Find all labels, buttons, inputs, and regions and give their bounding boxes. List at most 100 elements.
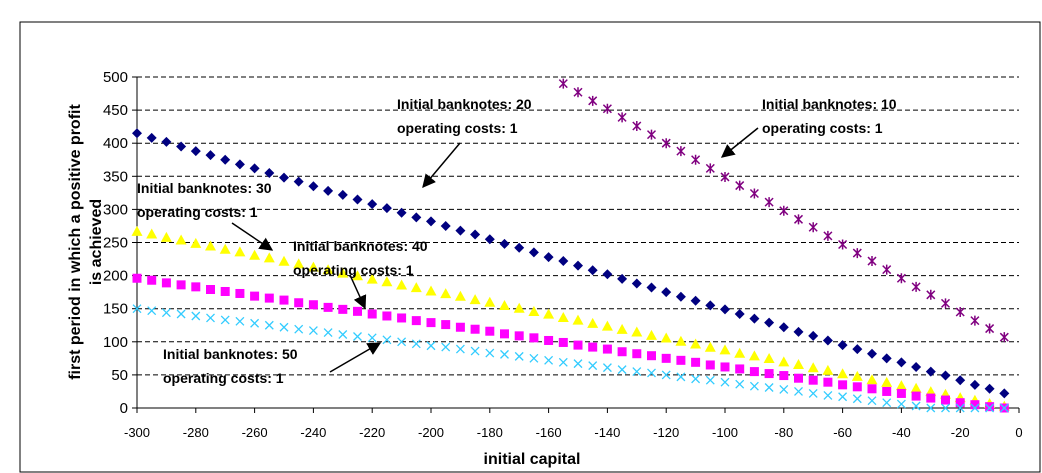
annotation-arrow [329,342,382,373]
point [323,302,333,312]
y-tick-label: 250 [103,235,128,252]
annotation-arrow [720,127,759,158]
point [293,258,305,269]
point [367,333,377,343]
point [366,273,378,284]
point [558,337,568,347]
point [425,285,437,296]
point [749,188,759,199]
point [999,332,1009,343]
point [617,365,627,375]
point [352,270,363,281]
point [779,205,789,216]
point [749,381,759,391]
point [484,296,496,307]
point [470,229,481,240]
x-tick-label: -240 [300,425,326,440]
point [955,375,966,386]
point [748,350,760,361]
point [147,275,157,285]
point [749,367,759,377]
annotation: operating costs: 1 [293,262,414,278]
point [544,335,554,345]
point [999,388,1010,399]
point [132,304,142,314]
y-tick-label: 50 [111,367,128,384]
point [838,392,848,402]
point [896,399,906,409]
point [500,329,509,339]
point [572,314,584,325]
point [940,298,951,309]
point [337,267,349,278]
point [851,370,863,381]
point [691,374,701,384]
point [131,225,143,236]
point [646,129,657,140]
x-tick-label: -260 [242,425,268,440]
point [175,234,187,245]
point [219,243,231,254]
point [264,293,274,303]
point [764,317,775,328]
point [279,172,289,183]
point [514,331,524,341]
point [764,197,774,208]
x-tick-label: -300 [124,425,150,440]
y-tick-label: 500 [103,69,128,86]
y-tick-label: 200 [103,268,128,285]
point [294,324,304,334]
point [397,313,407,323]
point [617,112,627,123]
point [176,280,186,290]
point [808,388,818,398]
y-tick-label: 400 [103,135,128,152]
point [911,281,921,292]
point [573,340,583,350]
point [410,282,422,293]
point [469,294,481,305]
point [793,326,804,337]
point [514,351,524,361]
point [220,315,230,325]
point [660,332,672,343]
point [691,357,701,367]
point [514,242,525,253]
point [353,306,362,316]
point [837,340,848,351]
annotation: Initial banknotes: 50 [163,346,298,362]
point [557,311,569,322]
point [837,368,849,379]
point [337,189,348,200]
point [573,87,583,98]
point [838,239,848,250]
point [205,150,216,161]
x-tick-label: -80 [774,425,793,440]
point [646,282,657,293]
point [278,255,290,266]
point [867,384,877,394]
y-tick-label: 300 [103,201,128,218]
point [323,185,334,196]
point [867,348,877,359]
point [704,341,716,352]
point [970,400,980,410]
point [779,371,789,381]
point [235,316,245,326]
point [661,138,671,149]
point [793,358,804,369]
point [941,403,950,413]
point [690,295,701,306]
point [808,375,818,385]
point [397,337,407,347]
point [602,103,612,114]
point [911,401,921,411]
point [543,252,554,263]
point [646,329,657,340]
point [396,207,407,218]
annotation: operating costs: 1 [762,120,883,136]
point [426,341,436,351]
point [558,357,568,367]
point [749,313,760,324]
point [308,326,318,336]
